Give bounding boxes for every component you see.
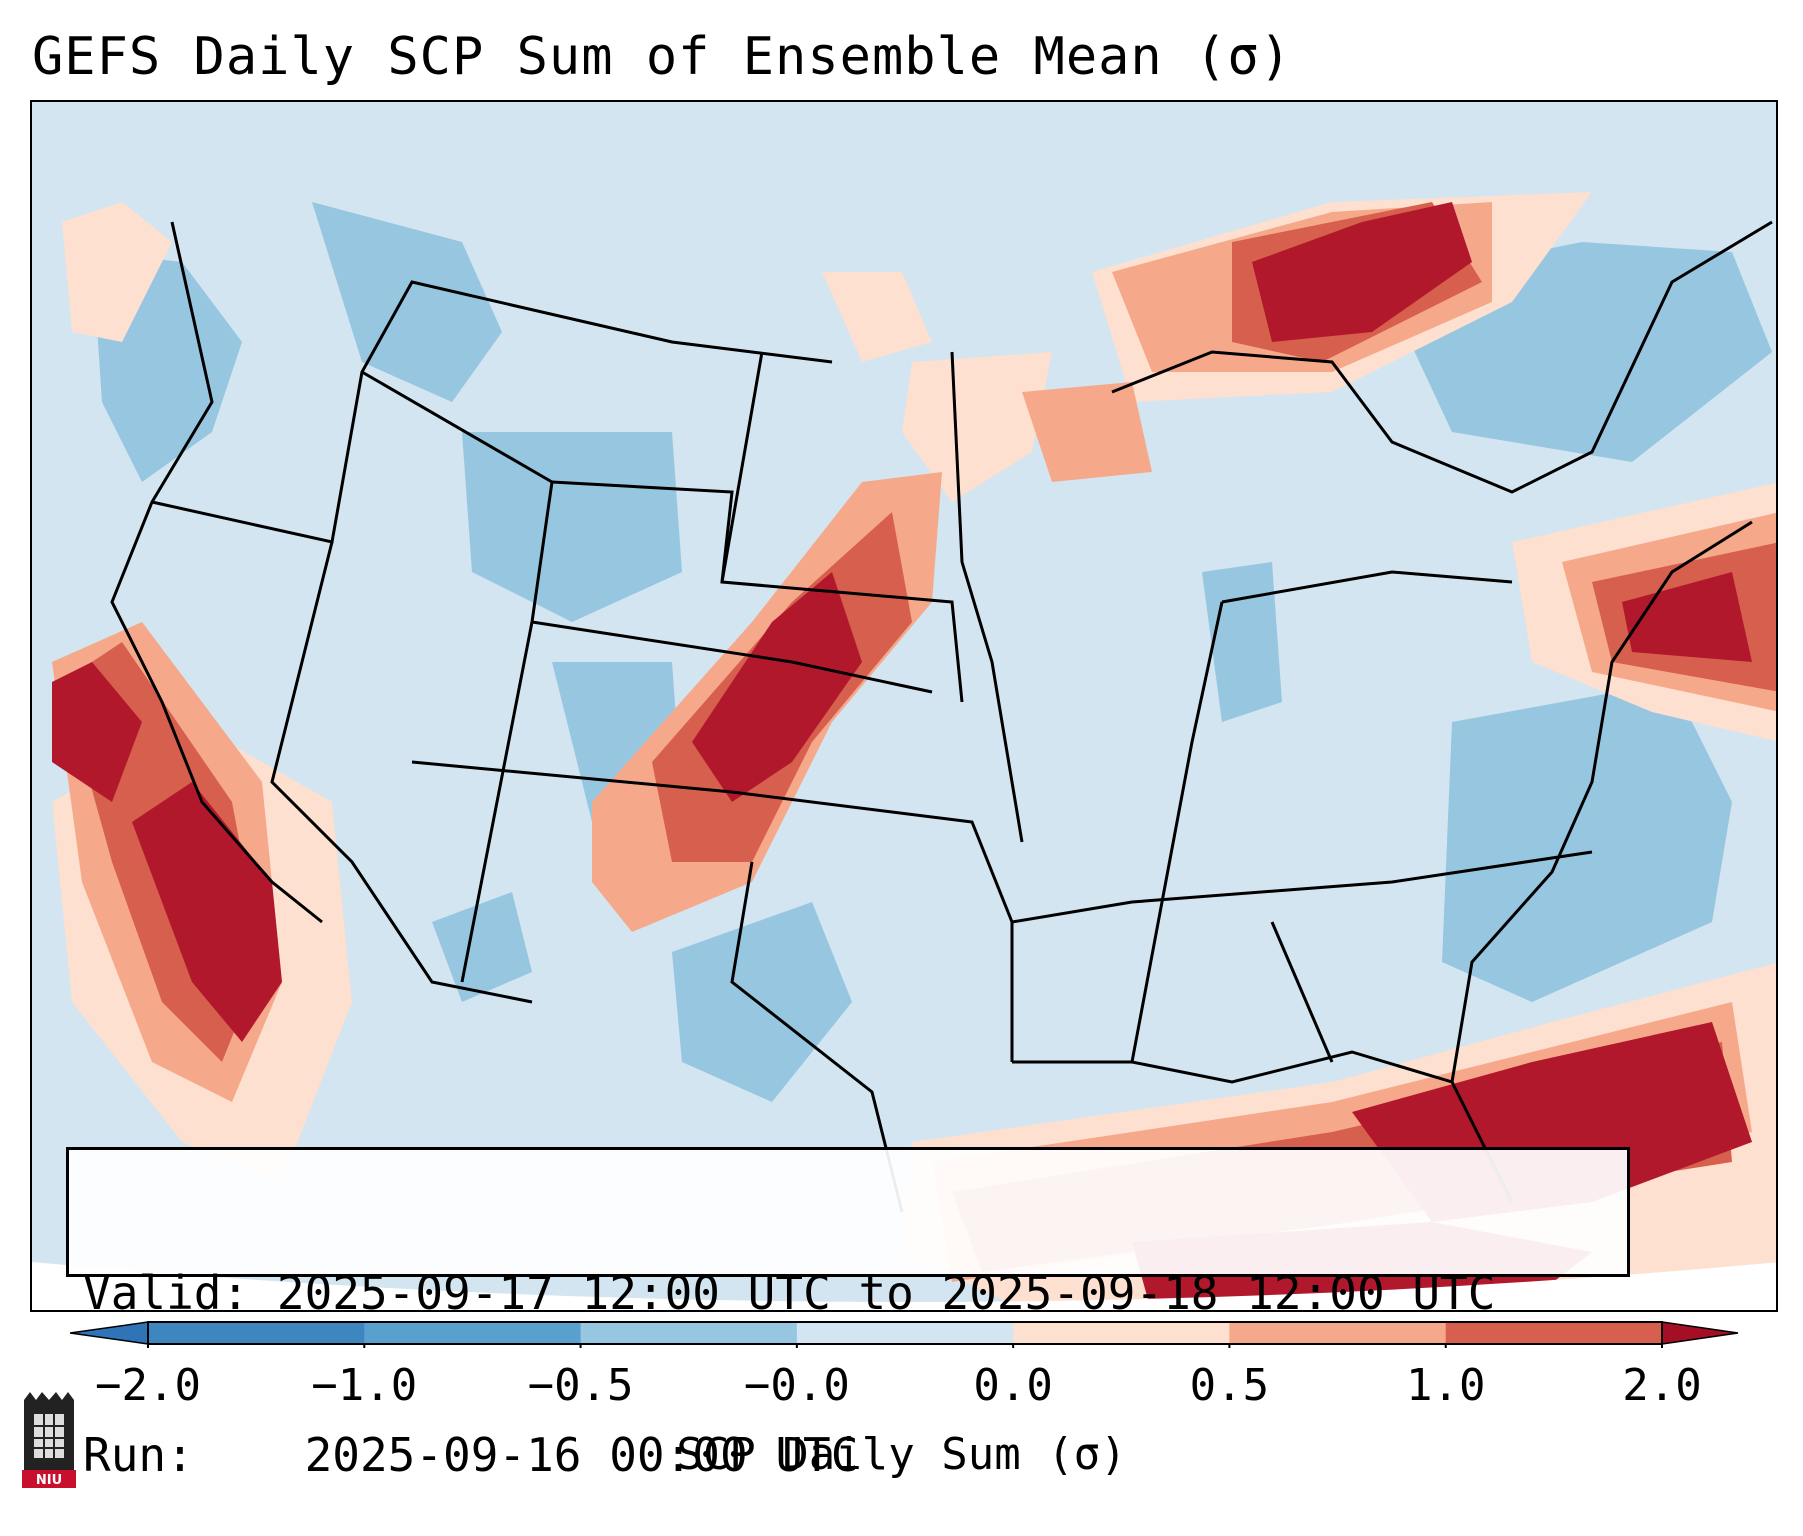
alabama-line bbox=[1270, 921, 1334, 1063]
tennessee-line bbox=[1011, 850, 1593, 924]
mississippi-line bbox=[1130, 601, 1224, 1063]
valid-time-box: Valid: 2025-09-17 12:00 UTC to 2025-09-1… bbox=[66, 1147, 1630, 1482]
nevada-arizona-line bbox=[270, 541, 533, 1004]
colorbar-segment bbox=[580, 1322, 798, 1344]
map-panel bbox=[30, 100, 1778, 1312]
map-canvas bbox=[32, 102, 1776, 1310]
pacific-nw-weak-positive bbox=[62, 202, 172, 342]
utah-line bbox=[460, 621, 534, 983]
colorbar-tick-label: 0.0 bbox=[973, 1360, 1053, 1411]
ontario-max bbox=[1252, 202, 1472, 342]
colorbar-segment bbox=[796, 1322, 1014, 1344]
colorbar-tick-label: 1.0 bbox=[1405, 1360, 1486, 1411]
kansas-oklahoma-max bbox=[692, 572, 862, 802]
colorbar-tick-label: −2.0 bbox=[95, 1360, 201, 1411]
colorbar-tick-label: 0.5 bbox=[1189, 1360, 1270, 1411]
colorbar-segment bbox=[1013, 1322, 1230, 1344]
northern-border-line bbox=[151, 280, 833, 544]
map-title: GEFS Daily SCP Sum of Ensemble Mean (σ) bbox=[32, 27, 1292, 87]
colorbar-over-arrow bbox=[1661, 1321, 1739, 1345]
colorbar-label: SCP Daily Sum (σ) bbox=[676, 1429, 1127, 1480]
colorbar-segment bbox=[1229, 1322, 1447, 1344]
northern-rockies-negative-area bbox=[312, 202, 502, 402]
colorbar-tick-label: −0.5 bbox=[527, 1360, 634, 1411]
niu-logo: NIU bbox=[22, 1392, 76, 1488]
logo-window bbox=[34, 1414, 64, 1458]
north-dakota-weak-positive bbox=[822, 272, 932, 362]
colorbar-under-arrow bbox=[70, 1321, 149, 1345]
colorbar-segment bbox=[148, 1322, 365, 1344]
logo-text: NIU bbox=[36, 1473, 62, 1488]
logo-banner bbox=[22, 1470, 76, 1488]
colorbar-tick-label: −1.0 bbox=[311, 1360, 418, 1411]
valid-line: Valid: 2025-09-17 12:00 UTC to 2025-09-1… bbox=[83, 1266, 1613, 1320]
california-offshore-max bbox=[52, 662, 142, 802]
minnesota-weak-positive bbox=[902, 352, 1052, 502]
colorbar-tick-label: 2.0 bbox=[1622, 1360, 1702, 1411]
colorbar bbox=[70, 1321, 1739, 1348]
west-texas-negative-area bbox=[672, 902, 852, 1102]
valid-label: Valid: bbox=[83, 1266, 250, 1320]
colorbar-outline bbox=[147, 1321, 1663, 1345]
atlantic-negative-area bbox=[1442, 682, 1732, 1002]
east-coastline bbox=[1450, 520, 1753, 1083]
west-coastline bbox=[110, 221, 323, 924]
run-label: Run: bbox=[83, 1428, 194, 1482]
run-value: 2025-09-16 00:00 UTC bbox=[304, 1428, 859, 1482]
minnesota-iowa-line bbox=[950, 351, 1024, 843]
upper-michigan-positive bbox=[1022, 382, 1152, 482]
ohio-line bbox=[1221, 570, 1513, 604]
wyoming-negative-area bbox=[462, 432, 682, 622]
colorbar-tick-label: −0.0 bbox=[743, 1360, 850, 1411]
run-line: Run: 2025-09-16 00:00 UTC bbox=[83, 1428, 1613, 1482]
projection-edge bbox=[32, 1262, 1776, 1310]
valid-value: 2025-09-17 12:00 UTC to 2025-09-18 12:00… bbox=[276, 1266, 1496, 1320]
gulf-coastline bbox=[1012, 1050, 1514, 1203]
new-jersey-offshore-max bbox=[1622, 572, 1752, 662]
colorbar-segment bbox=[1445, 1322, 1663, 1344]
montana-dakota-line bbox=[720, 351, 764, 583]
arizona-negative-area bbox=[432, 892, 532, 1002]
great-lakes-border bbox=[1111, 220, 1773, 494]
colorbar-segment bbox=[364, 1322, 582, 1344]
baja-max bbox=[132, 782, 282, 1042]
four-corners-line bbox=[411, 760, 1014, 1062]
